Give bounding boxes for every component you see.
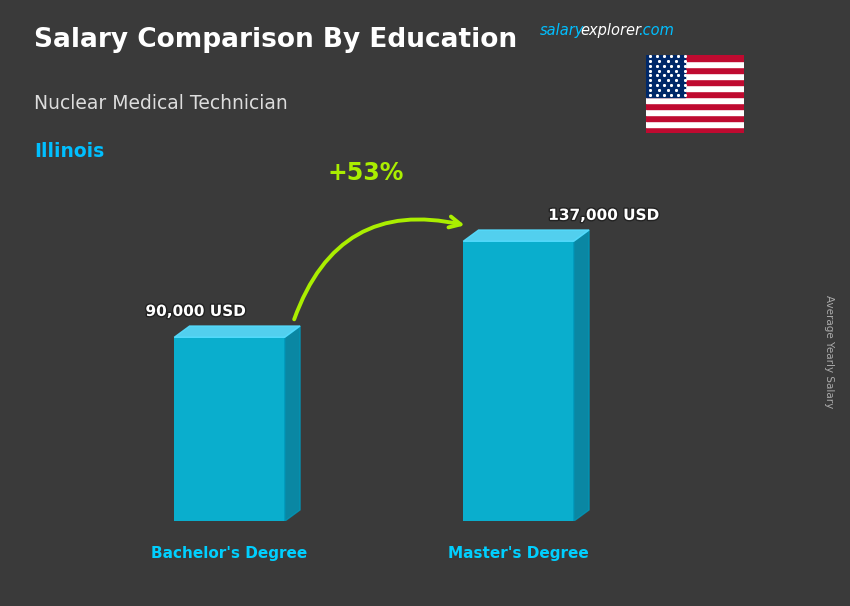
Polygon shape <box>463 230 589 241</box>
Text: Nuclear Medical Technician: Nuclear Medical Technician <box>34 94 288 113</box>
Bar <box>646 121 744 127</box>
Bar <box>646 97 744 103</box>
Bar <box>646 55 744 61</box>
Text: Master's Degree: Master's Degree <box>448 545 589 561</box>
Bar <box>646 67 744 73</box>
Bar <box>646 61 744 67</box>
Bar <box>646 73 744 79</box>
Bar <box>646 103 744 109</box>
Polygon shape <box>285 326 300 521</box>
Bar <box>646 85 744 91</box>
Text: Average Yearly Salary: Average Yearly Salary <box>824 295 834 408</box>
Bar <box>646 79 744 85</box>
Text: Salary Comparison By Education: Salary Comparison By Education <box>34 27 517 53</box>
Bar <box>646 91 744 97</box>
Bar <box>646 109 744 115</box>
Polygon shape <box>574 230 589 521</box>
Text: salary: salary <box>540 23 584 38</box>
Polygon shape <box>174 326 300 338</box>
FancyArrowPatch shape <box>294 216 461 319</box>
Text: .com: .com <box>638 23 674 38</box>
Text: 90,000 USD: 90,000 USD <box>145 304 246 319</box>
Bar <box>463 241 574 521</box>
Text: Bachelor's Degree: Bachelor's Degree <box>151 545 308 561</box>
Bar <box>646 127 744 133</box>
Bar <box>646 115 744 121</box>
Text: Illinois: Illinois <box>34 142 105 161</box>
Bar <box>646 55 685 97</box>
Text: explorer: explorer <box>581 23 642 38</box>
Text: +53%: +53% <box>327 161 404 185</box>
Bar <box>174 338 285 521</box>
Text: 137,000 USD: 137,000 USD <box>548 208 659 223</box>
